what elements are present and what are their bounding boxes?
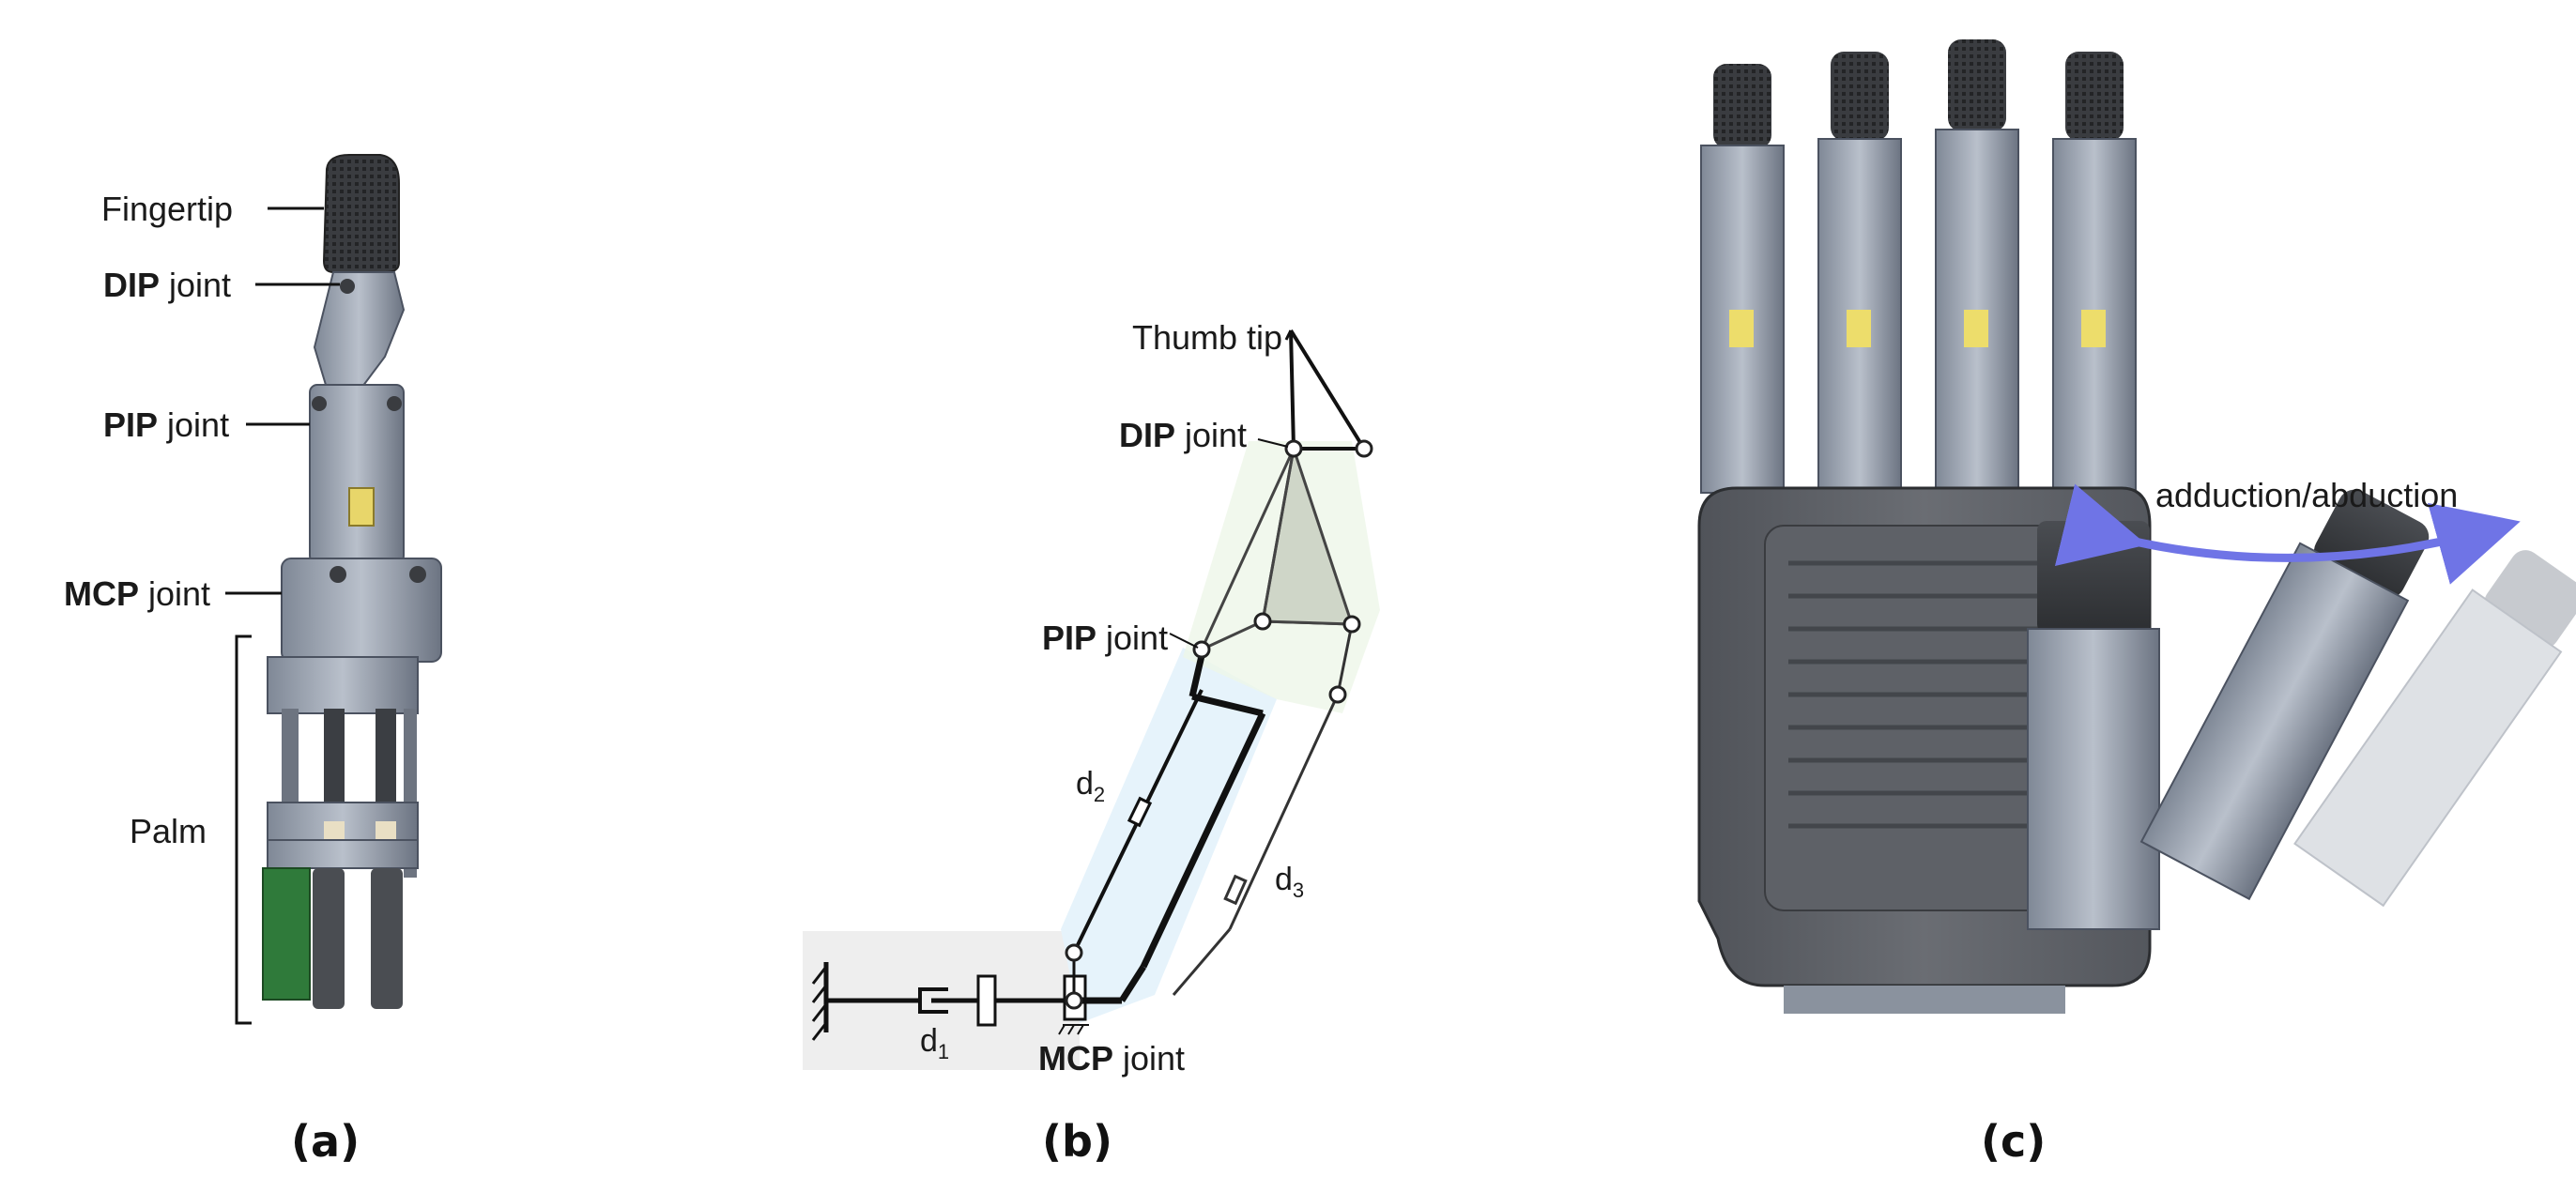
d3-label: d3: [1275, 862, 1304, 902]
finger-3: [1935, 39, 2019, 494]
fingertip-shape: [322, 154, 400, 273]
palm-top-plate: [267, 656, 419, 714]
distal-link: [313, 271, 406, 395]
pip-joint-label-a: PIP joint: [103, 405, 229, 444]
palm-post-2: [371, 868, 403, 1009]
dip-joint-label-a: DIP joint: [103, 266, 231, 304]
palm-post-1: [313, 868, 345, 1009]
caption-b: (b): [1042, 1116, 1112, 1167]
finger-1: [1700, 64, 1785, 494]
mcp-joint-label-b: MCP joint: [1038, 1039, 1185, 1078]
panel-b-diagram: [803, 329, 1380, 1070]
fingertip-label: Fingertip: [101, 190, 233, 228]
d2-label: d2: [1076, 766, 1105, 806]
adduction-arrow: [2054, 483, 2521, 585]
panel-c-hand: [1697, 39, 2576, 1014]
palm-base: [1784, 986, 2065, 1014]
finger-2: [1817, 52, 1902, 494]
mcp-joint-label-a: MCP joint: [64, 574, 210, 613]
mcp-pin-2: [409, 566, 426, 583]
panel-a-finger: [262, 154, 442, 1009]
d1-label: d1: [920, 1023, 949, 1063]
palm-low-plate: [267, 839, 419, 869]
mcp-pin-1: [330, 566, 346, 583]
thumb-tip-label: Thumb tip: [1132, 318, 1282, 357]
middle-link: [309, 384, 405, 564]
panel-b-labels: Thumb tip DIP joint PIP joint MCP joint …: [920, 318, 1304, 1167]
palm-label: Palm: [130, 812, 207, 850]
panel-c-labels: adduction/abduction (c): [1981, 476, 2458, 1167]
circuit-board: [262, 867, 311, 1001]
dip-joint-label-b: DIP joint: [1119, 416, 1247, 454]
panel-a-leaders: [225, 206, 340, 1025]
palm-bushing-2: [376, 821, 396, 840]
pip-pin-2: [387, 396, 402, 411]
pip-pin-1: [312, 396, 327, 411]
panel-a-labels: Fingertip DIP joint PIP joint MCP joint …: [64, 190, 360, 1167]
proximal-shade: [1061, 648, 1277, 1023]
finger-4: [2052, 52, 2137, 494]
caption-a: (a): [291, 1116, 360, 1167]
palm-bracket: [235, 634, 252, 1025]
palm-ribs: [1788, 560, 2056, 829]
dip-pin: [340, 279, 355, 294]
thumb-mount: [2027, 628, 2160, 930]
adduction-abduction-label: adduction/abduction: [2155, 476, 2458, 514]
caption-c: (c): [1981, 1116, 2046, 1167]
palm-bushing-1: [324, 821, 345, 840]
pip-joint-label-b: PIP joint: [1042, 619, 1168, 657]
yellow-spring: [348, 487, 375, 527]
